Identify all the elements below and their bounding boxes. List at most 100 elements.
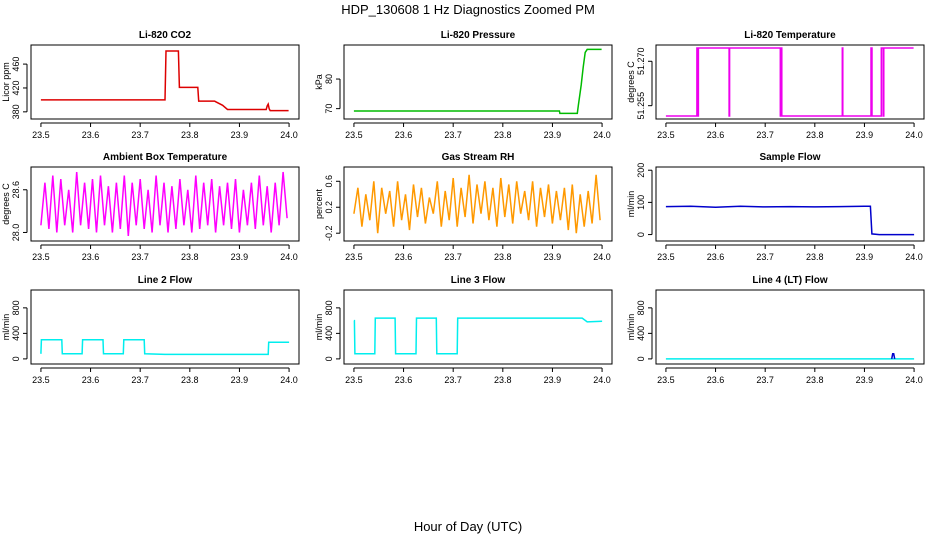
- y-tick-label: 28.6: [11, 181, 21, 199]
- panel-title: Sample Flow: [759, 152, 820, 163]
- x-tick-label: 23.5: [32, 130, 50, 140]
- x-tick-label: 23.8: [806, 130, 824, 140]
- panel-rh: Gas Stream RH 23.5 23.6 23.7 23.8 23.9 24.0 -0.…: [314, 152, 613, 262]
- y-axis-label: kPa: [314, 74, 324, 90]
- x-tick-label: 23.6: [82, 130, 100, 140]
- plot-frame: [30, 289, 300, 365]
- y-tick-label: 0: [324, 356, 334, 361]
- plot-frame: [30, 44, 300, 120]
- x-tick-label: 23.8: [181, 375, 199, 385]
- panel-title: Li-820 Pressure: [441, 30, 516, 41]
- y-tick-label: 51.270: [636, 48, 646, 76]
- x-tick-label: 23.5: [32, 252, 50, 262]
- panel-line2_flow: Line 2 Flow 23.5 23.6 23.7 23.8 23.9 24.0 0 400 8…: [1, 275, 300, 385]
- x-tick-label: 24.0: [905, 130, 923, 140]
- x-tick-label: 23.6: [82, 375, 100, 385]
- x-tick-label: 23.9: [544, 375, 562, 385]
- plot-frame: [343, 44, 613, 120]
- series-group: [353, 48, 602, 115]
- series-line-0: [665, 205, 915, 236]
- series-line-0: [40, 50, 289, 112]
- y-tick-label: 380: [11, 104, 21, 119]
- x-tick-label: 23.7: [756, 252, 774, 262]
- x-tick-label: 23.5: [345, 375, 363, 385]
- x-tick-label: 24.0: [905, 252, 923, 262]
- y-axis-label: degrees C: [1, 183, 11, 225]
- x-tick-label: 23.7: [444, 130, 462, 140]
- x-tick-label: 23.7: [756, 130, 774, 140]
- y-axis-label: ml/min: [1, 314, 11, 341]
- series-group: [665, 205, 915, 236]
- panel-title: Gas Stream RH: [442, 152, 515, 163]
- panel-grid: Li-820 CO2 23.5 23.6 23.7 23.8 23.9 24.0 380 420…: [1, 30, 925, 385]
- x-tick-label: 23.6: [707, 375, 725, 385]
- x-tick-label: 23.7: [131, 375, 149, 385]
- x-tick-label: 23.6: [395, 252, 413, 262]
- x-tick-label: 24.0: [280, 252, 298, 262]
- x-tick-label: 23.6: [707, 252, 725, 262]
- y-tick-label: 800: [11, 300, 21, 315]
- x-axis: 23.5 23.6 23.7 23.8 23.9 24.0: [32, 122, 298, 140]
- y-axis: 28.0 28.6: [11, 181, 28, 242]
- panel-co2: Li-820 CO2 23.5 23.6 23.7 23.8 23.9 24.0 380 420…: [1, 30, 300, 140]
- x-tick-label: 23.8: [181, 130, 199, 140]
- y-tick-label: 400: [636, 326, 646, 341]
- x-tick-label: 24.0: [593, 130, 611, 140]
- x-tick-label: 23.8: [806, 375, 824, 385]
- x-tick-label: 23.8: [806, 252, 824, 262]
- series-line-0: [353, 48, 602, 115]
- panel-pressure: Li-820 Pressure 23.5 23.6 23.7 23.8 23.9 24.0 7…: [314, 30, 613, 140]
- x-axis: 23.5 23.6 23.7 23.8 23.9 24.0: [345, 367, 611, 385]
- x-tick-label: 24.0: [593, 375, 611, 385]
- x-tick-label: 23.9: [856, 130, 874, 140]
- y-tick-label: 0: [636, 232, 646, 237]
- series-line-0: [353, 317, 603, 355]
- x-tick-label: 23.6: [707, 130, 725, 140]
- y-tick-label: -0.2: [324, 225, 334, 241]
- figure-title: HDP_130608 1 Hz Diagnostics Zoomed PM: [341, 2, 595, 17]
- panel-title: Li-820 Temperature: [744, 30, 836, 41]
- x-tick-label: 23.8: [494, 375, 512, 385]
- panel-title: Li-820 CO2: [139, 30, 192, 41]
- y-axis-label: degrees C: [626, 61, 636, 103]
- x-tick-label: 23.5: [657, 375, 675, 385]
- x-tick-label: 23.9: [544, 252, 562, 262]
- panel-title: Line 4 (LT) Flow: [752, 275, 828, 286]
- series-group: [353, 174, 601, 234]
- plot-frame: [655, 44, 925, 120]
- plot-frame: [655, 289, 925, 365]
- x-tick-label: 23.6: [82, 252, 100, 262]
- y-tick-label: 0.6: [324, 175, 334, 188]
- series-line-0: [40, 171, 288, 237]
- y-axis: 0 400 800: [11, 300, 28, 361]
- y-tick-label: 0: [11, 356, 21, 361]
- series-group: [40, 50, 289, 112]
- series-group: [40, 171, 288, 237]
- series-line-0: [353, 174, 601, 234]
- x-tick-label: 23.7: [444, 375, 462, 385]
- y-tick-label: 800: [636, 300, 646, 315]
- x-tick-label: 24.0: [280, 375, 298, 385]
- plot-frame: [343, 289, 613, 365]
- x-tick-label: 23.8: [494, 130, 512, 140]
- series-line-0: [665, 47, 914, 117]
- x-axis: 23.5 23.6 23.7 23.8 23.9 24.0: [657, 122, 923, 140]
- x-tick-label: 23.5: [657, 252, 675, 262]
- x-tick-label: 23.9: [544, 130, 562, 140]
- x-tick-label: 23.6: [395, 130, 413, 140]
- panel-licor_temp: Li-820 Temperature 23.5 23.6 23.7 23.8 23.9 24…: [626, 30, 925, 140]
- y-tick-label: 28.0: [11, 224, 21, 242]
- x-axis: 23.5 23.6 23.7 23.8 23.9 24.0: [32, 367, 298, 385]
- x-tick-label: 23.5: [32, 375, 50, 385]
- panel-title: Ambient Box Temperature: [103, 152, 228, 163]
- y-axis: 0 400 800: [636, 300, 653, 361]
- y-axis-label: percent: [314, 188, 324, 219]
- x-tick-label: 23.5: [345, 252, 363, 262]
- x-tick-label: 23.9: [231, 252, 249, 262]
- y-axis-label: Licor ppm: [1, 62, 11, 102]
- x-tick-label: 23.9: [856, 375, 874, 385]
- x-tick-label: 24.0: [905, 375, 923, 385]
- panel-line3_flow: Line 3 Flow 23.5 23.6 23.7 23.8 23.9 24.0 0 400 8…: [314, 275, 613, 385]
